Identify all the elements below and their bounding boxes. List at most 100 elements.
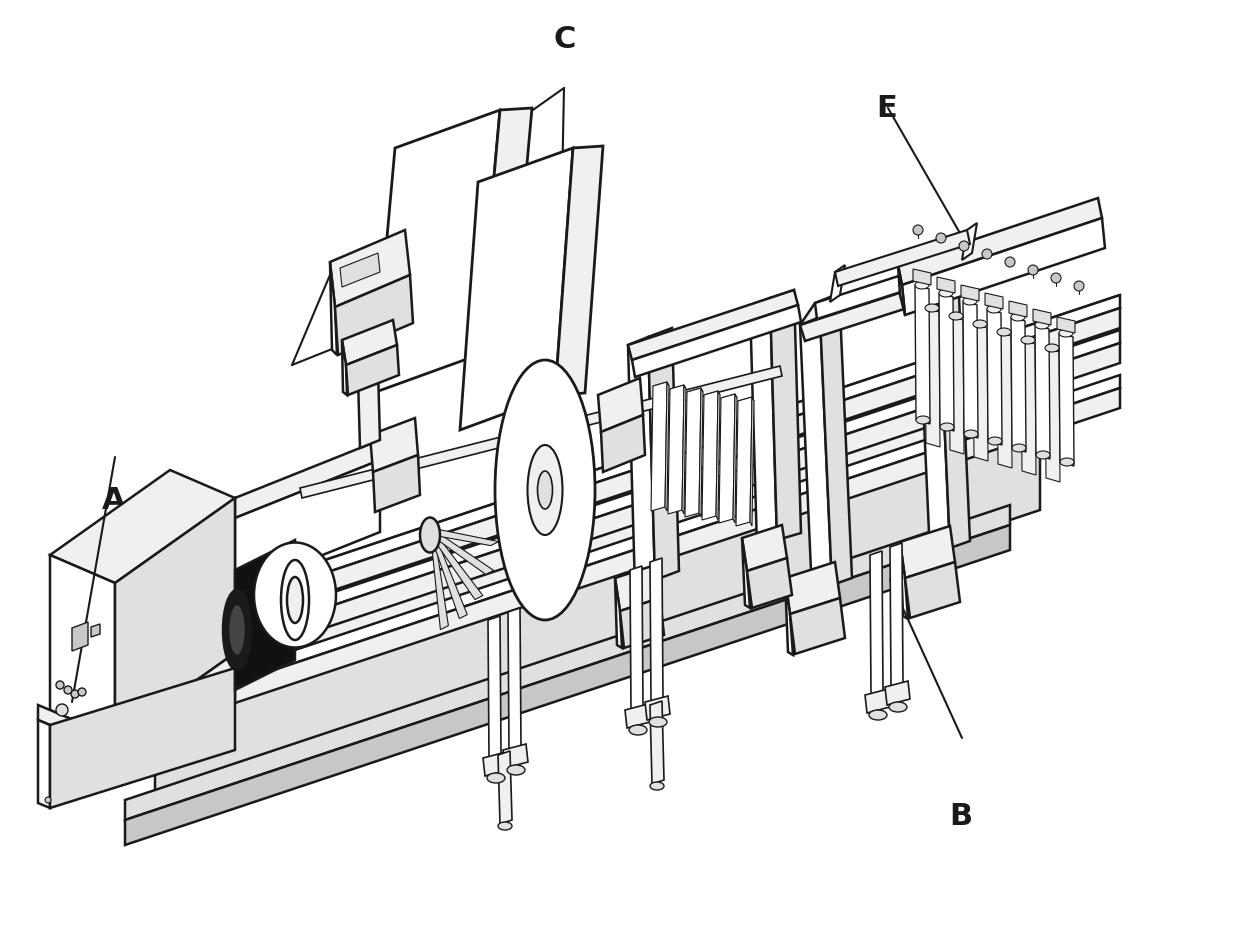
Polygon shape (653, 382, 670, 390)
Polygon shape (937, 252, 973, 281)
Polygon shape (342, 320, 397, 365)
Ellipse shape (487, 773, 505, 783)
Polygon shape (898, 265, 905, 315)
Ellipse shape (527, 445, 563, 535)
Ellipse shape (949, 312, 963, 320)
Polygon shape (434, 540, 467, 618)
Polygon shape (632, 305, 801, 377)
Ellipse shape (420, 517, 440, 552)
Polygon shape (155, 425, 1040, 805)
Ellipse shape (495, 360, 595, 620)
Polygon shape (720, 394, 737, 402)
Polygon shape (866, 689, 890, 713)
Polygon shape (997, 332, 1012, 468)
Polygon shape (746, 558, 792, 608)
Ellipse shape (281, 560, 309, 640)
Ellipse shape (649, 717, 667, 727)
Ellipse shape (889, 702, 906, 712)
Polygon shape (645, 696, 670, 720)
Polygon shape (236, 375, 1120, 683)
Polygon shape (650, 558, 663, 702)
Polygon shape (50, 668, 236, 808)
Polygon shape (436, 530, 498, 546)
Ellipse shape (997, 328, 1011, 336)
Ellipse shape (940, 423, 954, 431)
Circle shape (78, 688, 86, 696)
Ellipse shape (1012, 444, 1025, 452)
Polygon shape (236, 440, 379, 518)
Circle shape (45, 797, 51, 803)
Ellipse shape (1060, 458, 1074, 466)
Polygon shape (898, 198, 1102, 285)
Polygon shape (38, 653, 236, 753)
Polygon shape (330, 262, 337, 355)
Polygon shape (830, 265, 844, 302)
Polygon shape (627, 337, 655, 588)
Polygon shape (715, 391, 720, 520)
Polygon shape (790, 598, 844, 654)
Polygon shape (627, 290, 799, 360)
Ellipse shape (1011, 313, 1025, 321)
Circle shape (1004, 257, 1016, 267)
Polygon shape (915, 285, 930, 424)
Polygon shape (937, 277, 955, 293)
Text: A: A (102, 486, 126, 514)
Polygon shape (38, 720, 50, 808)
Polygon shape (900, 526, 955, 578)
Ellipse shape (915, 281, 929, 289)
Polygon shape (925, 308, 940, 447)
Circle shape (936, 233, 946, 243)
Polygon shape (651, 382, 667, 511)
Polygon shape (50, 470, 236, 583)
Polygon shape (870, 551, 883, 695)
Ellipse shape (869, 710, 887, 720)
Polygon shape (835, 230, 970, 286)
Ellipse shape (1045, 344, 1059, 352)
Polygon shape (665, 382, 670, 511)
Polygon shape (742, 525, 787, 571)
Polygon shape (738, 397, 754, 405)
Ellipse shape (629, 725, 647, 735)
Polygon shape (508, 608, 521, 750)
Polygon shape (737, 397, 751, 526)
Polygon shape (125, 505, 1011, 820)
Polygon shape (704, 391, 720, 399)
Polygon shape (962, 223, 977, 260)
Polygon shape (50, 555, 115, 738)
Polygon shape (733, 394, 737, 523)
Ellipse shape (988, 437, 1002, 445)
Polygon shape (961, 285, 980, 301)
Polygon shape (236, 343, 1120, 658)
Polygon shape (820, 310, 852, 585)
Ellipse shape (1035, 451, 1050, 459)
Polygon shape (800, 317, 832, 593)
Polygon shape (340, 253, 379, 287)
Polygon shape (800, 274, 963, 341)
Polygon shape (373, 110, 500, 393)
Ellipse shape (963, 430, 978, 438)
Polygon shape (346, 345, 399, 395)
Text: E: E (877, 94, 897, 123)
Polygon shape (900, 542, 908, 619)
Ellipse shape (537, 471, 553, 509)
Ellipse shape (286, 577, 303, 623)
Polygon shape (684, 388, 701, 517)
Polygon shape (905, 562, 960, 618)
Polygon shape (885, 681, 910, 705)
Polygon shape (601, 415, 645, 472)
Polygon shape (937, 274, 970, 548)
Ellipse shape (507, 765, 525, 775)
Ellipse shape (939, 289, 954, 297)
Polygon shape (1035, 325, 1050, 459)
Circle shape (56, 704, 68, 716)
Polygon shape (330, 230, 410, 307)
Polygon shape (236, 540, 295, 690)
Polygon shape (1011, 317, 1025, 452)
Circle shape (1052, 273, 1061, 283)
Polygon shape (300, 366, 782, 498)
Polygon shape (650, 701, 663, 784)
Polygon shape (125, 525, 1011, 845)
Polygon shape (236, 295, 1120, 603)
Polygon shape (236, 460, 379, 590)
Polygon shape (785, 578, 794, 655)
